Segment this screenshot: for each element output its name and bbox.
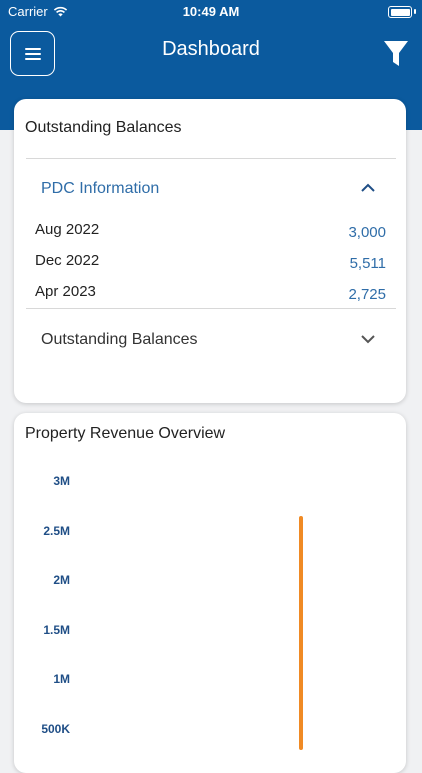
y-tick-label: 1M xyxy=(53,672,70,686)
status-bar: Carrier 10:49 AM xyxy=(0,0,422,24)
card-title: Property Revenue Overview xyxy=(25,425,226,442)
battery-icon xyxy=(388,6,412,18)
carrier-indicator: Carrier xyxy=(8,4,68,19)
hamburger-menu-icon xyxy=(25,48,41,50)
carrier-label: Carrier xyxy=(8,4,48,19)
hamburger-line xyxy=(25,58,41,60)
y-tick-label: 1.5M xyxy=(43,622,70,637)
divider xyxy=(26,308,396,309)
pdc-month: Apr 2023 xyxy=(35,283,96,300)
y-tick-label: 2M xyxy=(53,573,70,587)
pdc-amount: 3,000 xyxy=(348,224,386,241)
property-revenue-card: Property Revenue Overview xyxy=(14,413,406,773)
menu-button[interactable] xyxy=(10,31,55,76)
battery-tip xyxy=(414,9,416,14)
divider xyxy=(26,158,396,159)
pdc-information-header[interactable]: PDC Information xyxy=(41,180,160,197)
pdc-month: Aug 2022 xyxy=(35,221,100,238)
chevron-down-icon[interactable] xyxy=(360,334,376,344)
outstanding-balances-header[interactable]: Outstanding Balances xyxy=(41,331,198,348)
card-title: Outstanding Balances xyxy=(25,119,182,136)
y-tick-label: 3M xyxy=(53,474,70,488)
outstanding-balances-card: Outstanding Balances PDC Information Aug… xyxy=(14,99,406,403)
clock: 10:49 AM xyxy=(182,4,240,19)
pdc-amount: 5,511 xyxy=(349,255,386,272)
filter-funnel-icon[interactable] xyxy=(383,40,409,68)
hamburger-line xyxy=(25,53,41,55)
pdc-month: Dec 2022 xyxy=(35,252,100,269)
y-tick-label: 2.5M xyxy=(43,523,70,538)
wifi-icon xyxy=(53,6,67,17)
y-tick-label: 500K xyxy=(41,721,70,736)
pdc-amount: 2,725 xyxy=(348,286,386,303)
revenue-bar[interactable] xyxy=(299,515,303,750)
chevron-up-icon[interactable] xyxy=(360,183,376,193)
page-title: Dashboard xyxy=(162,38,260,60)
